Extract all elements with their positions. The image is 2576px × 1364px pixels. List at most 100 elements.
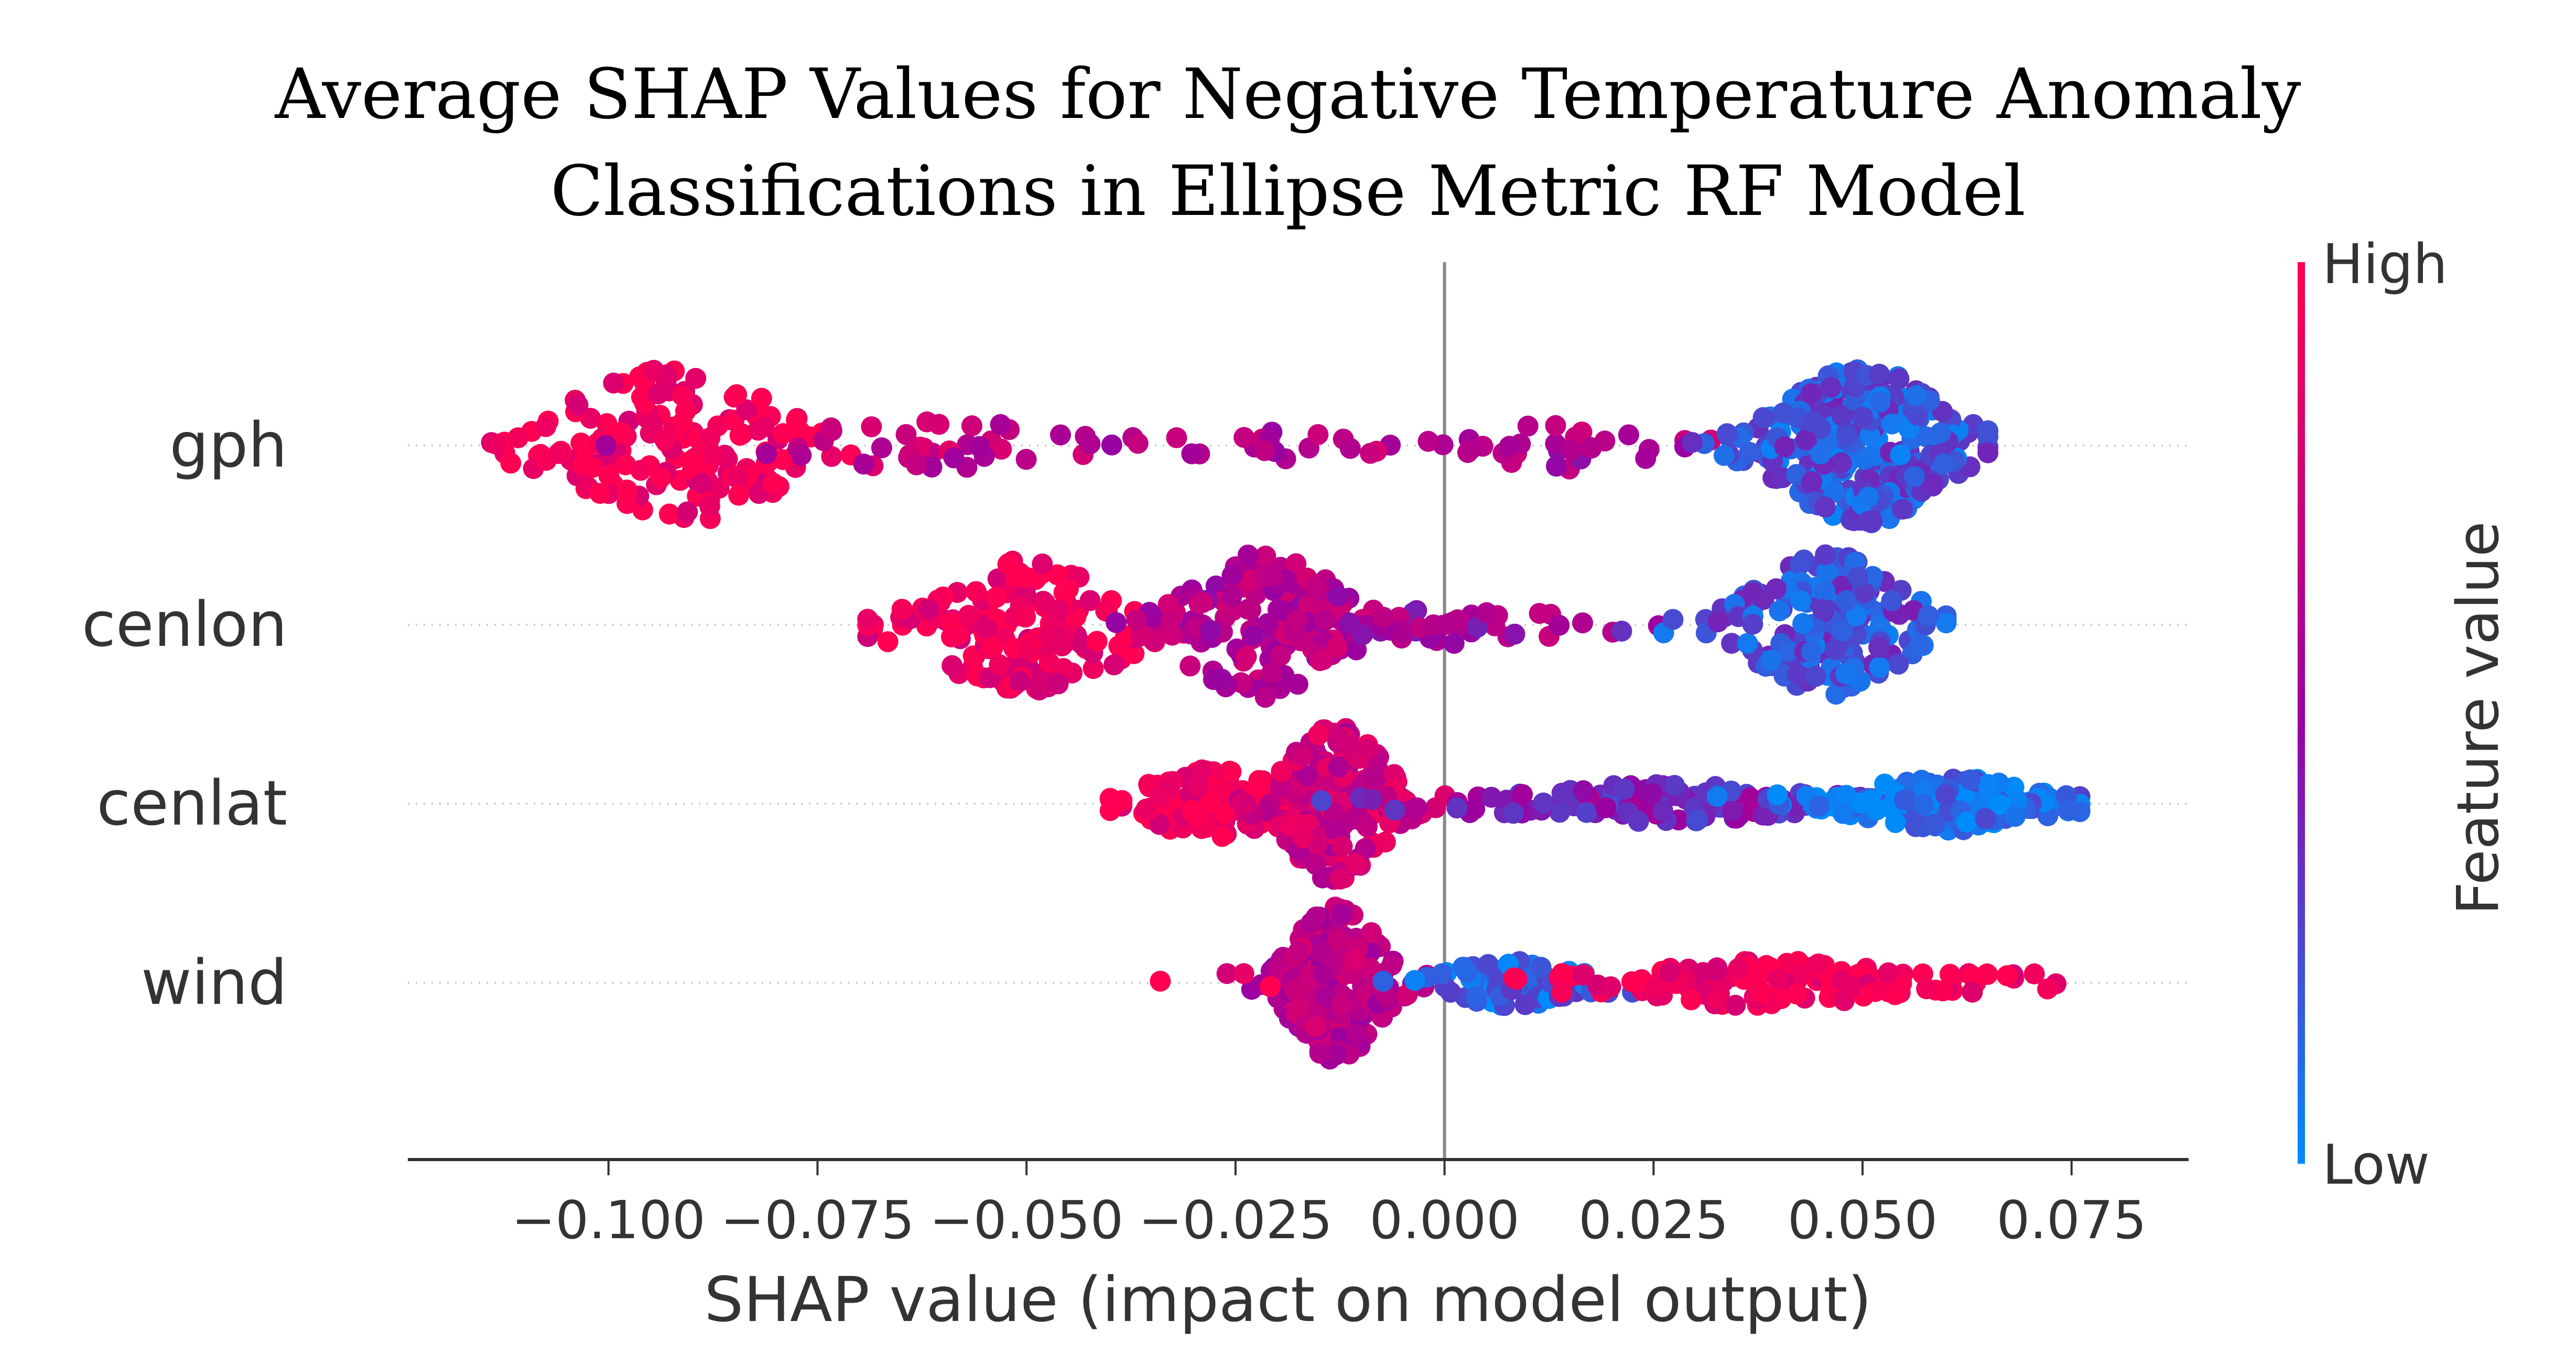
shap-point-gph — [1814, 496, 1836, 518]
shap-point-gph — [1682, 432, 1703, 453]
shap-point-cenlon — [1862, 566, 1884, 587]
shap-point-cenlon — [986, 587, 1007, 608]
shap-point-cenlon — [1391, 621, 1413, 643]
shap-point-cenlon — [1769, 600, 1790, 622]
shap-point-cenlon — [877, 631, 899, 653]
shap-point-cenlon — [1034, 592, 1056, 614]
shap-point-cenlon — [1285, 553, 1307, 575]
shap-point-cenlon — [1549, 614, 1570, 636]
shap-point-cenlon — [1790, 590, 1812, 612]
shap-point-gph — [582, 457, 603, 478]
shap-point-gph — [603, 372, 624, 394]
shap-point-gph — [1802, 411, 1823, 432]
shap-point-cenlon — [1339, 612, 1360, 634]
shap-point-gph — [1831, 452, 1852, 473]
shap-point-gph — [772, 423, 794, 445]
shap-point-gph — [726, 384, 748, 405]
shap-point-gph — [991, 438, 1012, 460]
shap-point-gph — [1858, 511, 1879, 532]
shap-point-cenlon — [1888, 654, 1909, 675]
shap-point-cenlat — [2005, 806, 2026, 827]
shap-point-cenlon — [1825, 639, 1846, 661]
shap-point-cenlon — [1760, 649, 1782, 671]
shap-point-cenlat — [1835, 785, 1857, 806]
shap-point-cenlon — [1777, 640, 1799, 662]
shap-point-wind — [1728, 958, 1749, 979]
shap-point-wind — [1600, 976, 1621, 998]
shap-point-cenlon — [1015, 607, 1036, 628]
shap-point-gph — [1339, 438, 1361, 459]
x-axis-label: SHAP value (impact on model output) — [704, 1263, 1871, 1336]
shap-point-cenlat — [1384, 799, 1405, 821]
shap-point-cenlat — [1481, 786, 1502, 808]
shap-point-cenlon — [1326, 637, 1348, 658]
shap-point-cenlat — [1279, 815, 1301, 836]
shap-point-gph — [1713, 445, 1735, 466]
feature-label-wind: wind — [141, 946, 287, 1019]
shap-point-cenlat — [1135, 798, 1157, 820]
shap-point-cenlat — [1464, 798, 1486, 820]
shap-point-gph — [762, 472, 784, 494]
shap-point-gph — [650, 467, 672, 489]
shap-point-wind — [1767, 968, 1789, 990]
shap-point-cenlon — [1805, 666, 1826, 687]
shap-point-cenlon — [1038, 625, 1059, 647]
shap-point-gph — [1868, 363, 1890, 385]
shap-point-cenlon — [1240, 599, 1261, 621]
shap-point-gph — [1977, 426, 1999, 448]
shap-point-gph — [1127, 432, 1149, 454]
shap-point-wind — [1305, 1016, 1327, 1037]
shap-point-cenlon — [1662, 609, 1684, 630]
shap-point-gph — [654, 429, 676, 450]
shap-point-wind — [1645, 978, 1666, 999]
shap-point-wind — [1659, 962, 1680, 983]
shap-point-cenlon — [1026, 675, 1048, 696]
shap-point-cenlon — [1869, 615, 1891, 637]
x-tick-label: −0.025 — [1139, 1189, 1333, 1251]
shap-point-wind — [1572, 965, 1593, 986]
shap-point-gph — [691, 473, 712, 494]
shap-point-gph — [703, 445, 724, 467]
shap-point-cenlon — [1057, 578, 1079, 600]
shap-point-cenlon — [1106, 612, 1127, 633]
shap-point-gph — [1015, 449, 1037, 470]
shap-point-gph — [1417, 430, 1439, 452]
shap-point-wind — [1288, 941, 1309, 962]
shap-point-wind — [1344, 949, 1366, 970]
shap-point-gph — [589, 483, 611, 504]
shap-point-wind — [1962, 981, 1983, 1003]
shap-point-cenlon — [1476, 602, 1497, 623]
shap-point-wind — [1530, 957, 1552, 978]
shap-point-gph — [895, 424, 917, 445]
shap-point-cenlon — [1261, 663, 1282, 684]
shap-point-gph — [1881, 413, 1903, 435]
shap-point-cenlat — [1935, 784, 1956, 805]
shap-point-cenlat — [1149, 814, 1170, 835]
shap-point-cenlon — [1016, 567, 1038, 588]
shap-point-cenlat — [1308, 724, 1329, 745]
x-tick-label: 0.025 — [1578, 1189, 1728, 1251]
shap-point-cenlon — [1792, 613, 1814, 634]
shap-point-cenlon — [1868, 637, 1889, 658]
shap-point-gph — [751, 387, 772, 409]
shap-point-cenlon — [940, 626, 962, 647]
shap-point-gph — [1800, 383, 1822, 404]
shap-point-cenlat — [1866, 799, 1888, 820]
shap-point-wind — [1150, 970, 1171, 992]
shap-point-gph — [1836, 425, 1858, 447]
shap-point-cenlon — [1787, 663, 1808, 685]
shap-point-cenlon — [1825, 684, 1847, 705]
shap-point-cenlon — [1286, 609, 1307, 631]
shap-point-gph — [1079, 433, 1101, 454]
shap-point-wind — [1776, 952, 1798, 974]
shap-point-cenlon — [1047, 673, 1069, 695]
shap-point-gph — [853, 453, 874, 475]
shap-point-cenlon — [1847, 566, 1869, 588]
shap-point-gph — [1307, 424, 1329, 445]
shap-point-wind — [1289, 997, 1311, 1018]
shap-point-gph — [1739, 441, 1760, 463]
shap-point-gph — [1810, 443, 1831, 464]
shap-point-gph — [677, 501, 698, 523]
feature-label-cenlat: cenlat — [96, 767, 287, 839]
